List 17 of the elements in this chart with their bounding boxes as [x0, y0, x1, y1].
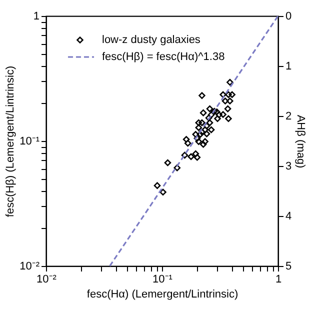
y2-tick-label: 0 — [286, 10, 292, 22]
x-axis-title: fesc(Hα) (Lemergent/Lintrinsic) — [86, 288, 238, 300]
y2-tick-label: 4 — [286, 210, 292, 222]
y2-tick-label: 5 — [286, 260, 292, 272]
y2-tick-label: 1 — [286, 60, 292, 72]
legend-label: fesc(Hβ) = fesc(Hα)^1.38 — [102, 51, 225, 63]
x-tick-label: 10⁻² — [36, 274, 57, 286]
y2-tick-label: 3 — [286, 160, 292, 172]
y-tick-label: 10⁻¹ — [20, 136, 40, 148]
y2-tick-label: 2 — [286, 110, 292, 122]
x-tick-label: 10⁻¹ — [152, 274, 173, 286]
y-tick-label: 10⁻² — [20, 260, 40, 272]
y-axis-title: fesc(Hβ) (Lemergent/Lintrinsic) — [4, 66, 17, 218]
y2-axis-title: AHβ (mag) — [294, 114, 307, 168]
y-tick-label: 1 — [33, 10, 40, 22]
x-tick-label: 1 — [275, 274, 282, 286]
legend-label: low-z dusty galaxies — [102, 34, 201, 46]
